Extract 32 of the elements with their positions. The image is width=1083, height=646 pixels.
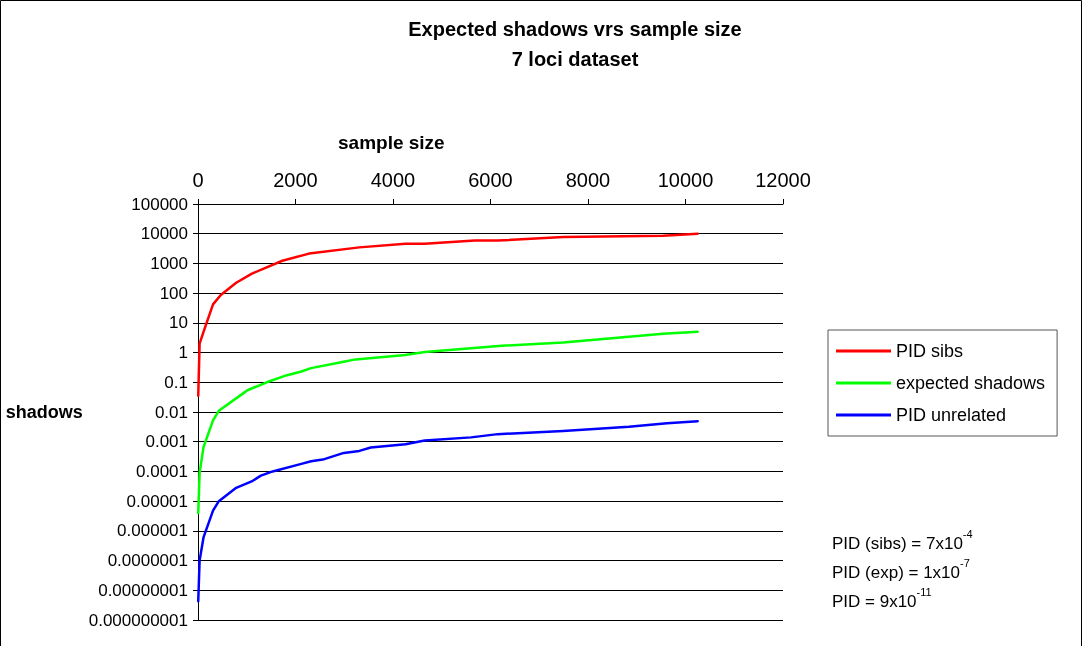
line-series xyxy=(196,330,699,515)
y-tick-label: 1000 xyxy=(150,253,188,273)
x-tick-label: 12000 xyxy=(755,169,811,191)
y-tick-label: 0.00001 xyxy=(126,491,188,511)
line-series xyxy=(196,419,699,603)
x-tick-label: 2000 xyxy=(273,169,318,191)
y-tick-label: 100000 xyxy=(131,194,188,214)
x-axis-title: sample size xyxy=(338,132,445,153)
chart-title: Expected shadows vrs sample size xyxy=(408,18,742,40)
chart-subtitle: 7 loci dataset xyxy=(511,48,639,70)
y-tick-label: 0.01 xyxy=(154,402,188,422)
y-tick-label: 0.000001 xyxy=(117,521,188,541)
y-tick-label: 100 xyxy=(159,283,188,303)
line-series xyxy=(196,232,699,398)
y-tick-label: 0.00000001 xyxy=(98,580,188,600)
y-tick-label: 10000 xyxy=(140,224,188,244)
legend-label: PID sibs xyxy=(896,341,964,361)
x-tick-label: 10000 xyxy=(657,169,714,191)
y-tick-label: 0.1 xyxy=(164,372,188,392)
legend-label: expected shadows xyxy=(896,373,1046,393)
x-tick-label: 0 xyxy=(192,169,204,191)
y-tick-label: 0.001 xyxy=(145,432,188,452)
y-tick-label: 1 xyxy=(178,343,188,363)
x-tick-label: 4000 xyxy=(370,169,416,191)
y-axis-title: shadows xyxy=(5,402,83,422)
legend-label: PID unrelated xyxy=(896,405,1007,425)
y-tick-label: 10 xyxy=(169,313,188,333)
x-tick-label: 6000 xyxy=(468,169,513,191)
x-tick-label: 8000 xyxy=(565,169,611,191)
y-tick-label: 0.000000001 xyxy=(88,610,188,630)
y-tick-label: 0.0000001 xyxy=(107,551,188,571)
y-tick-label: 0.0001 xyxy=(136,461,188,481)
